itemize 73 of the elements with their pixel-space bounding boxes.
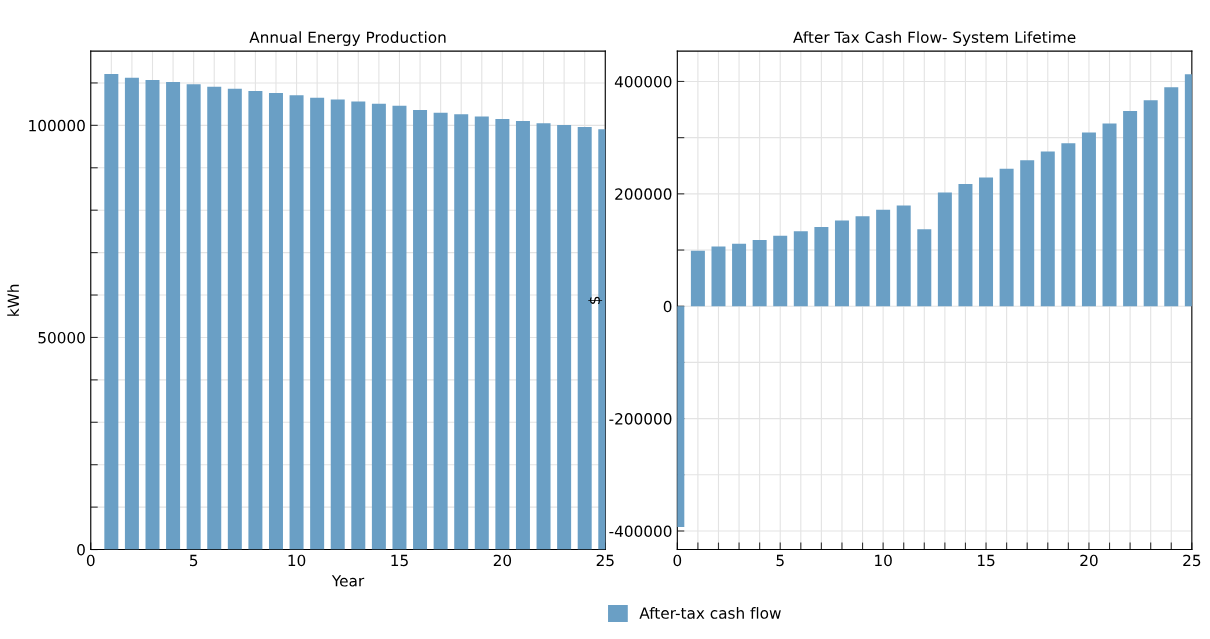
- bar: [433, 112, 448, 550]
- y-tick-label: 0: [663, 300, 672, 313]
- bar: [104, 74, 119, 550]
- x-tick-label: 5: [776, 554, 784, 567]
- x-tick-label: 0: [86, 554, 95, 567]
- x-tick-label: 0: [673, 554, 682, 567]
- bar: [515, 121, 530, 550]
- y-axis-title: kWh: [7, 284, 19, 316]
- x-axis-title: Year: [331, 575, 365, 587]
- bar: [495, 118, 510, 550]
- x-tick-label: 5: [189, 554, 198, 567]
- bar: [1061, 143, 1076, 307]
- x-tick-label: 20: [1080, 554, 1098, 567]
- y-tick-label: -200000: [609, 413, 672, 425]
- bar: [454, 114, 469, 550]
- chart-title: After Tax Cash Flow- System Lifetime: [793, 31, 1076, 46]
- bar: [834, 220, 849, 307]
- bar: [227, 88, 242, 550]
- bar: [752, 239, 767, 307]
- bar: [186, 84, 201, 550]
- bar: [1102, 123, 1117, 307]
- bar: [351, 101, 366, 550]
- y-axis-title: $: [588, 296, 603, 304]
- bar: [711, 246, 726, 307]
- chart-title: Annual Energy Production: [249, 31, 446, 46]
- bar: [1164, 87, 1179, 307]
- bar: [690, 250, 705, 307]
- y-tick-label: -400000: [609, 525, 672, 538]
- bar: [371, 103, 386, 550]
- x-tick-label: 15: [977, 554, 995, 567]
- bar: [814, 226, 829, 307]
- x-tick-label: 25: [1183, 554, 1201, 567]
- bar: [1020, 160, 1035, 307]
- y-tick-label: 0: [77, 544, 85, 556]
- bar: [166, 82, 181, 550]
- bar: [855, 216, 870, 307]
- bar: [937, 192, 952, 307]
- bar: [392, 105, 407, 550]
- x-tick-label: 15: [391, 554, 408, 567]
- x-tick-label: 25: [596, 554, 614, 567]
- x-tick-label: 10: [875, 554, 892, 567]
- legend-label: After-tax cash flow: [639, 607, 781, 619]
- bar: [145, 79, 160, 550]
- bar: [474, 116, 489, 550]
- bar: [248, 90, 263, 550]
- bar: [310, 97, 325, 550]
- bar: [1081, 132, 1096, 307]
- bar: [1143, 100, 1158, 307]
- bar: [124, 77, 139, 550]
- bar: [999, 168, 1014, 307]
- y-tick-label: 50000: [38, 331, 85, 344]
- bar: [793, 231, 808, 307]
- bar: [413, 110, 428, 550]
- y-tick-label: 200000: [615, 188, 672, 200]
- y-tick-label: 100000: [29, 119, 85, 132]
- bar: [958, 184, 973, 307]
- bar: [557, 124, 572, 550]
- bar: [979, 177, 994, 307]
- x-tick-label: 10: [288, 554, 306, 567]
- y-tick-label: 400000: [614, 75, 672, 88]
- bar: [536, 123, 551, 550]
- bar: [268, 93, 283, 550]
- bar: [876, 209, 891, 307]
- bar: [1040, 151, 1055, 307]
- bar: [917, 229, 932, 307]
- bar: [896, 205, 911, 307]
- bar: [207, 86, 222, 550]
- bar: [1123, 110, 1138, 307]
- x-tick-label: 20: [493, 554, 512, 567]
- bar: [773, 235, 788, 307]
- bar: [289, 95, 304, 550]
- bar: [732, 243, 747, 307]
- bar: [330, 99, 345, 550]
